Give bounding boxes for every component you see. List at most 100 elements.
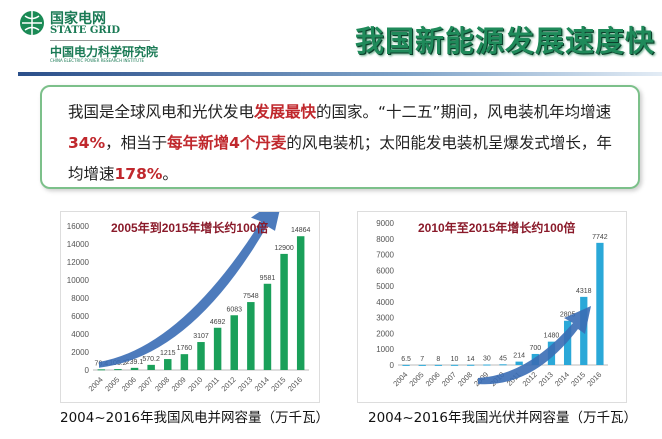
- bar: [499, 364, 507, 366]
- data-label: 1480: [544, 333, 560, 340]
- data-label: 214: [513, 353, 525, 360]
- x-tick-label: 2013: [537, 370, 555, 388]
- bar: [515, 361, 523, 365]
- bar: [418, 364, 426, 366]
- data-label: 2805: [560, 312, 576, 319]
- data-label: 45: [499, 355, 507, 362]
- data-label: 6083: [226, 306, 242, 313]
- x-tick-label: 2008: [456, 370, 474, 388]
- bar: [114, 369, 122, 371]
- x-tick-label: 2016: [585, 370, 603, 388]
- x-tick-label: 2004: [391, 370, 409, 388]
- logo-divider: [50, 40, 150, 41]
- data-label: 7548: [243, 293, 259, 300]
- summary-box: 我国是全球风电和光伏发电发展最快的国家。“十二五”期间，风电装机年均增速 34%，…: [40, 85, 640, 189]
- solar-chart-caption: 2004~2016年我国光伏并网容量（万千瓦）: [368, 410, 638, 426]
- data-label: 4318: [576, 288, 592, 295]
- y-tick-label: 0: [390, 361, 395, 370]
- data-label: 8: [436, 356, 440, 363]
- bar: [197, 342, 205, 370]
- data-label: 7: [420, 356, 424, 363]
- y-tick-label: 10000: [67, 276, 90, 285]
- x-tick-label: 2007: [136, 375, 154, 393]
- x-tick-label: 2015: [569, 370, 587, 388]
- wind-chart: 020004000600080001000012000140001600076.…: [60, 195, 320, 403]
- highlight-text: 每年新增4个丹麦: [167, 134, 287, 152]
- data-label: 1215: [160, 350, 176, 357]
- x-tick-label: 2006: [120, 375, 138, 393]
- x-tick-label: 2011: [203, 375, 221, 393]
- y-tick-label: 12000: [67, 258, 90, 267]
- y-tick-label: 2000: [376, 329, 394, 338]
- data-label: 700: [529, 345, 541, 352]
- x-tick-label: 2014: [253, 375, 271, 393]
- x-tick-label: 2005: [407, 370, 425, 388]
- x-tick-label: 2007: [440, 370, 458, 388]
- data-label: 10: [451, 356, 459, 363]
- bar: [402, 364, 410, 366]
- x-tick-label: 2006: [424, 370, 442, 388]
- summary-text: 的风电装机；太阳能发电装机呈爆发式增长，年均增速: [68, 134, 612, 183]
- highlight-text: 34%: [68, 134, 106, 152]
- slide-title: 我国新能源发展速度快: [355, 24, 656, 58]
- y-tick-label: 6000: [376, 266, 394, 275]
- y-tick-label: 6000: [71, 312, 89, 321]
- bar: [97, 369, 106, 371]
- y-tick-label: 8000: [376, 235, 394, 244]
- growth-arrow: [478, 306, 591, 385]
- x-tick-label: 2008: [153, 375, 171, 393]
- header-divider: [18, 72, 662, 76]
- x-tick-label: 2014: [553, 370, 571, 388]
- data-label: 1760: [177, 345, 193, 352]
- y-tick-label: 4000: [376, 298, 394, 307]
- summary-text: 。: [162, 165, 178, 183]
- bar: [467, 364, 475, 366]
- bar: [296, 236, 305, 370]
- y-tick-label: 5000: [376, 282, 394, 291]
- data-label: 4692: [210, 319, 226, 326]
- logo-text: 国家电网: [50, 11, 106, 27]
- x-tick-label: 2013: [236, 375, 254, 393]
- bar: [230, 315, 238, 370]
- data-label: 9581: [260, 275, 276, 282]
- bar: [434, 364, 443, 366]
- data-label: 14864: [291, 227, 311, 234]
- bar: [450, 364, 459, 366]
- highlight-text: 178%: [114, 165, 163, 183]
- x-tick-label: 2010: [186, 375, 204, 393]
- x-tick-label: 2016: [286, 375, 304, 393]
- x-tick-label: 2004: [87, 375, 105, 393]
- y-tick-label: 2000: [71, 348, 89, 357]
- x-tick-label: 2005: [103, 375, 121, 393]
- bar: [280, 253, 288, 370]
- bar: [596, 242, 604, 365]
- bar: [247, 302, 255, 370]
- summary-text: 我国是全球风电和光伏发电: [68, 103, 255, 121]
- y-tick-label: 0: [85, 366, 90, 375]
- y-tick-label: 9000: [376, 219, 394, 228]
- data-label: 6.5: [401, 356, 411, 363]
- y-tick-label: 8000: [71, 294, 89, 303]
- data-label: 30: [483, 356, 491, 363]
- summary-text: ，相当于: [105, 134, 168, 152]
- chart-title: 2005年到2015年增长约100倍: [111, 220, 268, 235]
- bar: [483, 364, 491, 366]
- data-label: 7742: [592, 234, 608, 241]
- logo-text-en: STATE GRID: [50, 25, 121, 36]
- y-tick-label: 7000: [376, 251, 394, 260]
- data-label: 570.2: [142, 356, 160, 363]
- bar: [164, 359, 172, 370]
- x-tick-label: 2015: [269, 375, 287, 393]
- y-tick-label: 14000: [67, 240, 90, 249]
- bar: [130, 367, 139, 370]
- bar: [563, 320, 572, 365]
- y-tick-label: 3000: [376, 314, 394, 323]
- bar: [180, 354, 189, 370]
- solar-chart: 0 1000 2000 3000 4000 5000 6000 7000 8000 9000 6.5…: [357, 211, 627, 403]
- highlight-text: 发展最快: [254, 103, 317, 121]
- institute-name: 中国电力科学研究院: [50, 45, 159, 59]
- data-label: 239.1: [126, 359, 144, 366]
- bar: [263, 283, 272, 370]
- chart-title: 2010年至2015年增长约100倍: [418, 220, 575, 235]
- wind-chart-caption: 2004~2016年我国风电并网容量（万千瓦）: [60, 410, 330, 426]
